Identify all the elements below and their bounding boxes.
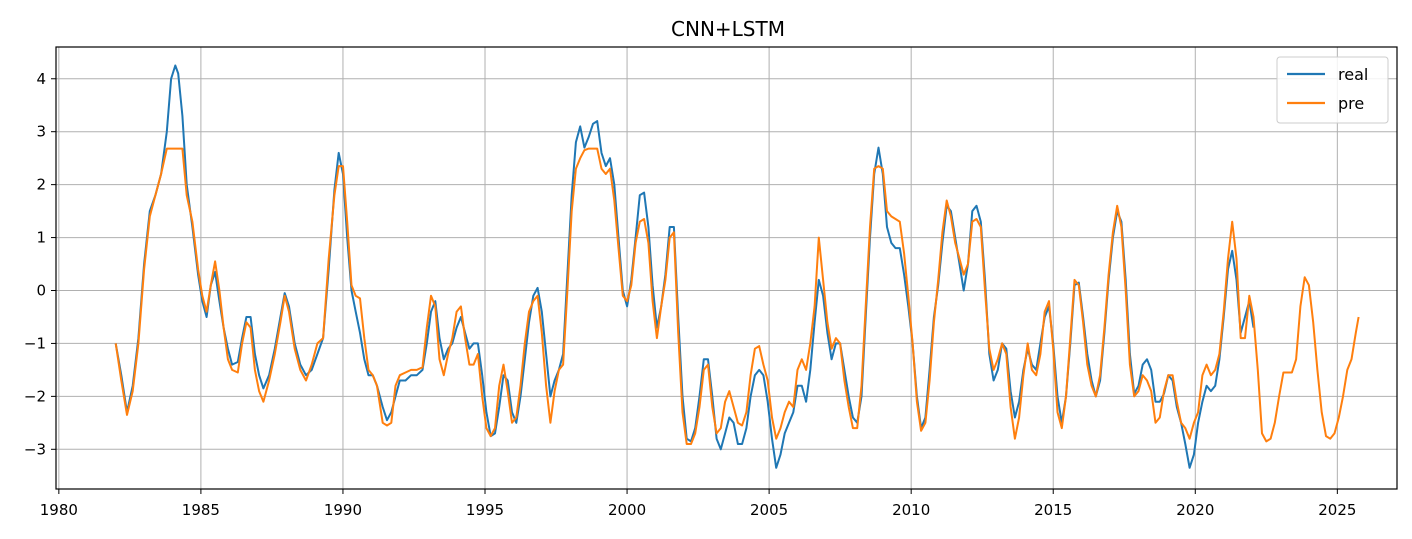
grid-lines <box>56 47 1397 489</box>
y-tick-label: −2 <box>24 387 46 405</box>
x-tick-label: 1980 <box>40 501 78 519</box>
y-axis-ticks: 4 3 2 1 0 −1 −2 −3 <box>24 70 56 458</box>
y-tick-label: 3 <box>36 123 46 141</box>
series-line-pre <box>114 147 1360 445</box>
x-tick-label: 2025 <box>1318 501 1356 519</box>
y-tick-label: 1 <box>36 229 46 247</box>
x-tick-label: 2005 <box>750 501 788 519</box>
y-tick-label: −3 <box>24 440 46 458</box>
y-tick-label: −1 <box>24 334 46 352</box>
x-tick-label: 1985 <box>182 501 220 519</box>
x-tick-label: 2020 <box>1176 501 1214 519</box>
x-tick-label: 2015 <box>1034 501 1072 519</box>
legend-label-pre: pre <box>1338 94 1364 113</box>
y-tick-label: 0 <box>36 281 46 299</box>
x-tick-label: 1990 <box>324 501 362 519</box>
legend-label-real: real <box>1338 65 1368 84</box>
series-lines <box>114 64 1360 469</box>
plot-frame <box>55 46 1398 490</box>
series-line-real <box>114 64 1255 469</box>
y-tick-label: 2 <box>36 176 46 194</box>
legend: real pre <box>1276 56 1389 124</box>
x-axis-ticks: 1980 1985 1990 1995 2000 2005 2010 2015 2020 2025 <box>40 489 1356 519</box>
legend-box <box>1276 56 1389 124</box>
chart-title: CNN+LSTM <box>671 17 785 41</box>
y-tick-label: 4 <box>36 70 46 88</box>
x-tick-label: 2010 <box>892 501 930 519</box>
x-tick-label: 1995 <box>466 501 504 519</box>
x-tick-label: 2000 <box>608 501 646 519</box>
